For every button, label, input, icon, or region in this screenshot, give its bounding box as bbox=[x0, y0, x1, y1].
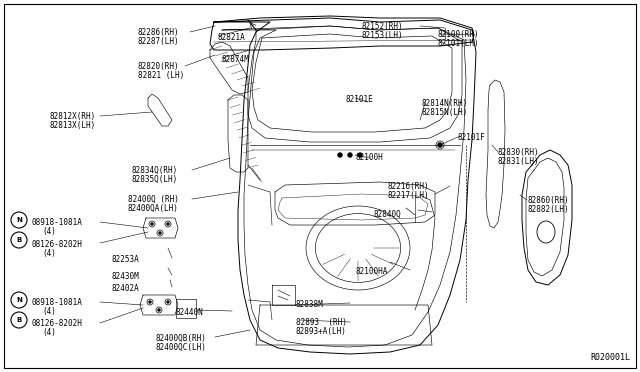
Text: 82287(LH): 82287(LH) bbox=[138, 37, 180, 46]
Text: 82831(LH): 82831(LH) bbox=[498, 157, 540, 166]
Text: (4): (4) bbox=[42, 307, 56, 316]
Circle shape bbox=[159, 232, 161, 234]
Text: 08126-8202H: 08126-8202H bbox=[32, 319, 83, 328]
Text: 82101E: 82101E bbox=[345, 95, 372, 104]
Text: 82834Q(RH): 82834Q(RH) bbox=[131, 166, 177, 175]
Text: 82893+A(LH): 82893+A(LH) bbox=[296, 327, 347, 336]
Circle shape bbox=[338, 153, 342, 157]
Text: 82100H: 82100H bbox=[355, 153, 383, 162]
Text: 08918-1081A: 08918-1081A bbox=[32, 298, 83, 307]
Text: 82153(LH): 82153(LH) bbox=[362, 31, 404, 40]
Text: 82860(RH): 82860(RH) bbox=[527, 196, 568, 205]
Text: 82400QC(LH): 82400QC(LH) bbox=[155, 343, 206, 352]
Text: 82840Q: 82840Q bbox=[374, 210, 402, 219]
Circle shape bbox=[167, 301, 169, 303]
Text: N: N bbox=[16, 297, 22, 303]
Text: 82100HA: 82100HA bbox=[356, 267, 388, 276]
Circle shape bbox=[438, 143, 442, 147]
Text: 82430M: 82430M bbox=[112, 272, 140, 281]
Text: 82813X(LH): 82813X(LH) bbox=[50, 121, 96, 130]
Text: N: N bbox=[16, 217, 22, 223]
Text: 82440N: 82440N bbox=[175, 308, 203, 317]
Circle shape bbox=[358, 153, 362, 157]
Text: 82400QB(RH): 82400QB(RH) bbox=[155, 334, 206, 343]
Text: 82835Q(LH): 82835Q(LH) bbox=[131, 175, 177, 184]
Text: 82216(RH): 82216(RH) bbox=[388, 182, 429, 191]
Text: (4): (4) bbox=[42, 328, 56, 337]
Text: 82882(LH): 82882(LH) bbox=[527, 205, 568, 214]
Text: 82100(RH): 82100(RH) bbox=[438, 30, 479, 39]
Text: 82838M: 82838M bbox=[295, 300, 323, 309]
Text: 82812X(RH): 82812X(RH) bbox=[50, 112, 96, 121]
Text: B: B bbox=[17, 317, 22, 323]
Text: 82402A: 82402A bbox=[112, 284, 140, 293]
Text: 82253A: 82253A bbox=[112, 255, 140, 264]
Text: 82830(RH): 82830(RH) bbox=[498, 148, 540, 157]
Text: 82815N(LH): 82815N(LH) bbox=[422, 108, 468, 117]
Text: 82821 (LH): 82821 (LH) bbox=[138, 71, 184, 80]
Text: 08918-1081A: 08918-1081A bbox=[32, 218, 83, 227]
Text: B: B bbox=[17, 237, 22, 243]
Text: 82874M: 82874M bbox=[222, 55, 250, 64]
Text: 82152(RH): 82152(RH) bbox=[362, 22, 404, 31]
Circle shape bbox=[348, 153, 352, 157]
Circle shape bbox=[167, 223, 169, 225]
Text: R020001L: R020001L bbox=[590, 353, 630, 362]
Text: 82286(RH): 82286(RH) bbox=[138, 28, 180, 37]
Text: 82400Q (RH): 82400Q (RH) bbox=[128, 195, 179, 204]
Text: (4): (4) bbox=[42, 227, 56, 236]
Text: 82893  (RH): 82893 (RH) bbox=[296, 318, 347, 327]
Text: 82820(RH): 82820(RH) bbox=[138, 62, 180, 71]
Text: 82217(LH): 82217(LH) bbox=[388, 191, 429, 200]
Circle shape bbox=[158, 309, 160, 311]
Text: 82821A: 82821A bbox=[218, 33, 246, 42]
Text: (4): (4) bbox=[42, 249, 56, 258]
Circle shape bbox=[149, 301, 151, 303]
Text: 08126-8202H: 08126-8202H bbox=[32, 240, 83, 249]
Circle shape bbox=[151, 223, 153, 225]
Text: 82101(LH): 82101(LH) bbox=[438, 39, 479, 48]
Text: 82101F: 82101F bbox=[458, 133, 486, 142]
Text: 82814N(RH): 82814N(RH) bbox=[422, 99, 468, 108]
Text: 82400QA(LH): 82400QA(LH) bbox=[128, 204, 179, 213]
